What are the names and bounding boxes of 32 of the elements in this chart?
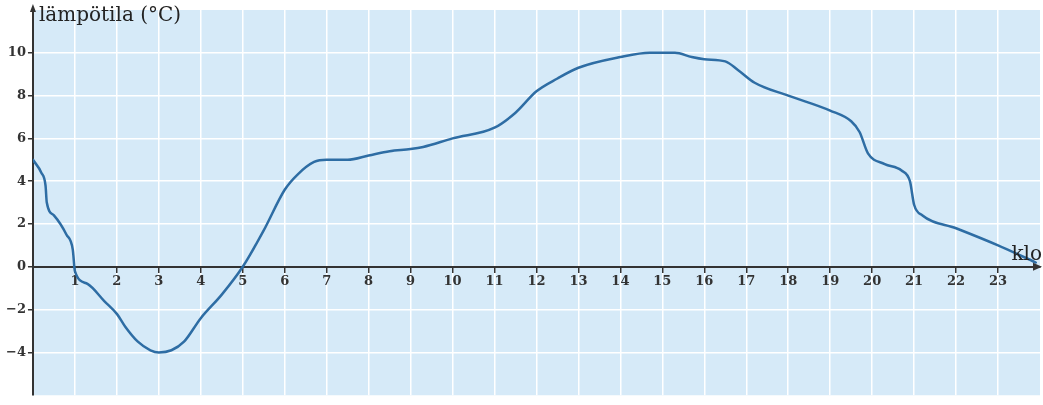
x-tick-label: 18: [779, 272, 798, 288]
x-tick-label: 7: [322, 272, 332, 288]
y-tick-label: 0: [16, 258, 26, 274]
y-tick-label: −2: [5, 300, 26, 316]
x-tick-label: 13: [569, 272, 588, 288]
x-tick-label: 3: [154, 272, 164, 288]
x-tick-label: 10: [443, 272, 462, 288]
x-tick-label: 5: [238, 272, 248, 288]
y-axis-title: lämpötila (°C): [38, 2, 182, 27]
y-tick-label: 2: [16, 215, 26, 231]
x-tick-label: 8: [364, 272, 374, 288]
x-tick-label: 14: [611, 272, 630, 288]
x-tick-label: 20: [863, 272, 882, 288]
y-tick-label: 6: [16, 129, 26, 145]
x-tick-label: 6: [280, 272, 290, 288]
x-tick-label: 22: [947, 272, 966, 288]
x-tick-label: 19: [821, 272, 840, 288]
x-tick-label: 9: [406, 272, 416, 288]
y-tick-label: 8: [16, 86, 26, 102]
x-tick-label: 2: [112, 272, 122, 288]
x-tick-label: 17: [737, 272, 756, 288]
x-tick-label: 16: [695, 272, 714, 288]
x-tick-label: 21: [905, 272, 924, 288]
x-tick-label: 4: [196, 272, 206, 288]
x-tick-label: 15: [653, 272, 672, 288]
x-tick-label: 23: [988, 272, 1008, 288]
y-tick-label: −4: [5, 343, 26, 359]
x-tick-label: 12: [527, 272, 546, 288]
x-tick-label: 11: [485, 272, 504, 288]
y-tick-label: 4: [16, 172, 26, 188]
x-tick-label: 1: [70, 272, 80, 288]
y-tick-label: 10: [7, 44, 26, 60]
